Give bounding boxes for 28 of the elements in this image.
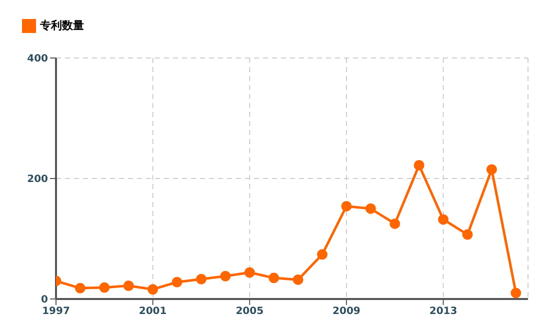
x-tick-label: 2009 (332, 306, 360, 318)
point (462, 229, 473, 240)
point (172, 276, 182, 288)
point (220, 270, 231, 282)
x-tick-label: 1997 (42, 306, 70, 318)
point (148, 284, 158, 295)
x-tick-label: 2001 (138, 306, 167, 318)
point (341, 200, 352, 212)
y-tick-label: 200 (27, 174, 48, 186)
point (244, 267, 255, 278)
point (390, 218, 400, 229)
point (292, 274, 304, 285)
point (438, 214, 449, 225)
y-tick-label: 0 (41, 294, 48, 306)
point (74, 282, 86, 294)
x-tick-label: 2005 (236, 306, 264, 318)
point (123, 280, 134, 291)
point (510, 288, 522, 298)
legend-label: 专利数量 (40, 19, 84, 32)
point (486, 164, 497, 175)
y-tick-label: 400 (27, 54, 48, 65)
point (365, 203, 376, 214)
point (268, 272, 280, 284)
point (414, 160, 424, 170)
point (196, 274, 206, 284)
x-tick-label: 2013 (429, 306, 458, 318)
point (317, 249, 328, 260)
point (99, 282, 110, 293)
